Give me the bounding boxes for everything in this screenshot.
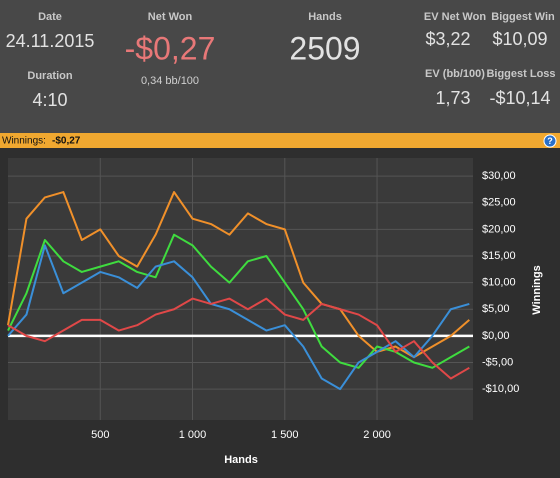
y-tick-label: $0,00 [482,330,510,342]
stat-label: EV Net Won [424,11,486,23]
y-tick-label: $5,00 [482,303,510,315]
plot-area [8,158,473,420]
series-line [7,297,470,380]
y-tick-label: $10,00 [482,277,516,289]
panel-header [0,133,560,148]
stat-value: -$10,14 [489,88,550,108]
stat-value: $3,22 [425,29,470,49]
stat-label: Date [38,11,62,23]
series-line [7,244,470,391]
stat-value: $10,09 [492,29,547,49]
x-axis-title: Hands [224,454,258,466]
help-icon-glyph: ? [547,136,553,146]
y-tick-label: $20,00 [482,223,516,235]
y-tick-label: $25,00 [482,197,516,209]
stat-label: Biggest Win [491,11,555,23]
stat-value: 1,73 [435,88,470,108]
stats-panel [0,0,560,133]
stat-value: -$0,27 [125,30,216,66]
stat-label: Duration [27,70,73,82]
y-axis-title: Winnings [531,265,543,314]
x-tick-label: 2 000 [363,429,391,441]
x-tick-label: 500 [91,429,109,441]
stat-label: EV (bb/100) [425,68,485,80]
x-tick-label: 1 500 [271,429,299,441]
y-tick-label: $30,00 [482,170,516,182]
stat-label: Hands [308,11,342,23]
stat-value: 2509 [289,30,360,66]
y-tick-label: $15,00 [482,250,516,262]
stat-sub: 0,34 bb/100 [141,75,199,87]
y-tick-label: -$10,00 [482,383,519,395]
stat-label: Biggest Loss [486,68,555,80]
stat-value: 24.11.2015 [6,31,95,51]
stat-label: Net Won [148,11,193,23]
x-tick-label: 1 000 [179,429,207,441]
series-line [7,233,470,369]
y-tick-label: -$5,00 [482,356,513,368]
help-icon[interactable] [543,134,557,148]
panel-value: -$0,27 [52,136,81,147]
panel-label: Winnings: [2,136,46,147]
stat-value: 4:10 [32,90,67,110]
